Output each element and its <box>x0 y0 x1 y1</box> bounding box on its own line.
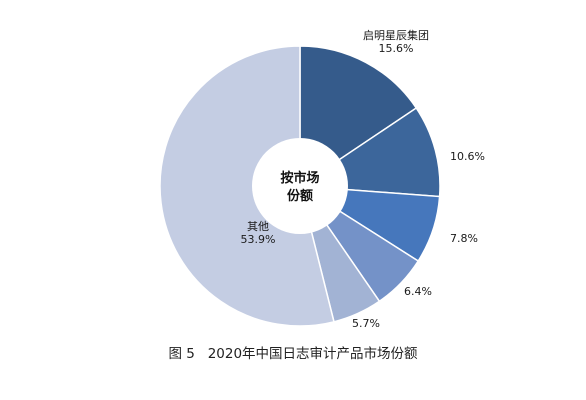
center-label-line-2: 份额 <box>287 188 313 204</box>
donut-hole <box>252 138 348 234</box>
slice-value-label-0: 15.6% <box>379 42 414 55</box>
figure-caption: 图 5 2020年中国日志审计产品市场份额 <box>168 346 418 362</box>
slice-value-label-5: 53.9% <box>241 233 276 246</box>
slice-value-label-1: 10.6% <box>450 150 485 163</box>
slice-value-label-4: 5.7% <box>352 317 380 330</box>
center-label-line-1: 按市场 <box>280 170 319 186</box>
slice-name-label-5: 其他 <box>247 220 269 233</box>
pie-slice-5 <box>159 45 335 327</box>
slice-name-label-0: 启明星辰集团 <box>363 28 429 42</box>
slice-value-label-2: 7.8% <box>450 232 478 245</box>
slice-value-label-3: 6.4% <box>404 285 432 298</box>
